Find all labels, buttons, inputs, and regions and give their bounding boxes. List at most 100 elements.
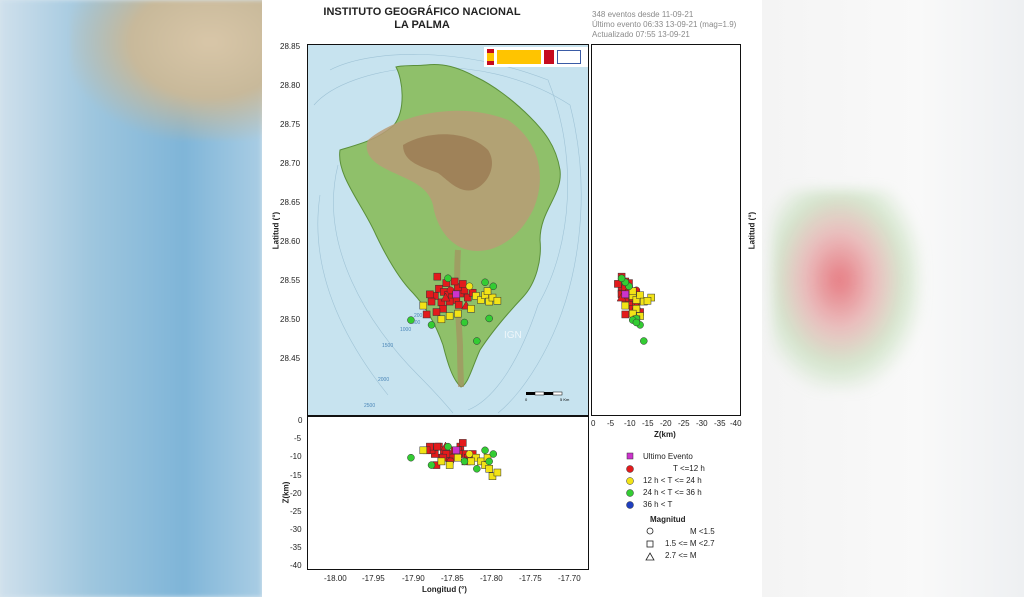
- event-marker-36: [465, 450, 474, 458]
- seal-icon: [544, 50, 554, 64]
- lat-tick: 28.65: [280, 198, 301, 207]
- event-marker-17: [433, 272, 442, 281]
- lat-tick: 28.50: [280, 315, 301, 324]
- lat-tick: 28.70: [280, 159, 301, 168]
- longitude-axis-label: Longitud (°): [422, 585, 467, 594]
- lat-tick: 28.85: [280, 42, 301, 51]
- epicenter-map: 200 500 1000 1500 2000 2500 IGN 0 5 Km: [307, 44, 589, 416]
- event-marker-21: [432, 308, 441, 316]
- background-left: [0, 0, 270, 597]
- event-marker-33: [454, 453, 462, 462]
- z-tick: -10: [624, 419, 636, 428]
- event-marker-15: [450, 277, 459, 286]
- magnitude-item-label: M <1.5: [690, 527, 715, 536]
- event-marker-26: [452, 290, 460, 299]
- z-tick: -5: [607, 419, 615, 428]
- event-marker-19: [454, 301, 463, 309]
- magnitude-title: Magnitud: [650, 515, 686, 524]
- event-marker-32: [467, 457, 475, 466]
- event-marker-46: [632, 318, 641, 327]
- event-marker-44: [407, 453, 415, 462]
- map-events: [407, 272, 502, 345]
- event-marker-43: [473, 465, 481, 473]
- legend-mid-marker: [626, 477, 634, 485]
- event-marker-29: [636, 291, 644, 299]
- legend-markers: [626, 452, 634, 509]
- lat-tick: 28.80: [280, 81, 301, 90]
- event-marker-43: [473, 337, 481, 345]
- z-tick: -5: [294, 434, 302, 443]
- latitude-axis-label: Latitud (°): [271, 211, 281, 250]
- event-marker-47: [617, 274, 626, 283]
- event-marker-11: [427, 297, 436, 306]
- z-tick: -25: [290, 507, 302, 516]
- lon-tick: -17.70: [558, 574, 581, 583]
- event-marker-14: [459, 280, 467, 288]
- scale-bar-label: 0: [525, 397, 528, 402]
- event-marker-20: [439, 305, 447, 313]
- z-tick: -25: [678, 419, 690, 428]
- z-tick: 0: [591, 419, 596, 428]
- event-marker-35: [419, 301, 428, 310]
- event-marker-17: [433, 442, 442, 451]
- institute-title: INSTITUTO GEOGRÁFICO NACIONAL: [323, 6, 521, 18]
- z-tick: -40: [290, 561, 302, 570]
- depth-lat-canvas: [614, 272, 655, 345]
- z-tick: -30: [290, 525, 302, 534]
- event-marker-43: [640, 337, 648, 345]
- event-marker-26: [621, 290, 630, 299]
- event-marker-28: [477, 296, 485, 304]
- event-marker-42: [485, 314, 493, 323]
- magnitude-item-label: 2.7 <= M: [665, 551, 697, 560]
- depth-lon-events: [407, 439, 502, 480]
- contour-label: 2500: [364, 403, 375, 409]
- event-marker-37: [437, 457, 446, 466]
- event-marker-39: [628, 287, 637, 295]
- lon-tick: -17.95: [362, 574, 385, 583]
- z-tick: -30: [696, 419, 708, 428]
- magnitude-large-marker: [645, 552, 655, 561]
- event-marker-35: [621, 301, 630, 310]
- lat-tick: 28.75: [280, 120, 301, 129]
- last-event: Último evento 06:33 13-09-21 (mag=1.9): [592, 20, 737, 29]
- event-marker-37: [437, 315, 446, 324]
- background-right: [762, 0, 1024, 597]
- z-tick: -15: [642, 419, 654, 428]
- event-marker-34: [445, 461, 454, 469]
- event-marker-30: [485, 465, 493, 473]
- z-tick: -40: [730, 419, 742, 428]
- depth-lat-events: [614, 272, 655, 345]
- magnitude-small-marker: [646, 527, 654, 535]
- lon-tick: -18.00: [324, 574, 347, 583]
- z-tick: -35: [714, 419, 726, 428]
- z-tick: 0: [298, 416, 303, 425]
- depth-latitude-plot: [591, 44, 741, 416]
- flag-icon: [487, 49, 494, 65]
- event-marker-26: [452, 446, 460, 455]
- lon-tick: -17.90: [402, 574, 425, 583]
- event-marker-46: [460, 457, 469, 466]
- z-tick: -15: [290, 471, 302, 480]
- ign-logo-icon: [557, 50, 581, 64]
- region-title: LA PALMA: [394, 19, 450, 31]
- cumbre-vieja-ridge: [454, 249, 464, 388]
- event-marker-27: [472, 292, 480, 300]
- legend-item-label: Ultimo Evento: [643, 452, 693, 461]
- ign-watermark: IGN: [504, 330, 522, 341]
- event-marker-8: [445, 297, 454, 306]
- event-marker-25: [440, 292, 451, 302]
- event-marker-35: [419, 446, 428, 455]
- legend-item-label: 36 h < T: [643, 500, 673, 509]
- legend-recent-marker: [626, 465, 634, 473]
- event-marker-34: [445, 312, 454, 320]
- lon-tick: -17.85: [441, 574, 464, 583]
- magnitude-medium-marker: [646, 540, 654, 548]
- government-logo: [484, 47, 588, 67]
- magnitude-markers: [645, 527, 655, 561]
- ministry-block-icon: [497, 50, 541, 64]
- caldera-crater: [403, 134, 493, 191]
- depth-lat-z-label: Z(km): [654, 430, 676, 439]
- event-marker-33: [454, 309, 462, 318]
- event-marker-14: [459, 439, 467, 447]
- event-marker-41: [481, 278, 489, 287]
